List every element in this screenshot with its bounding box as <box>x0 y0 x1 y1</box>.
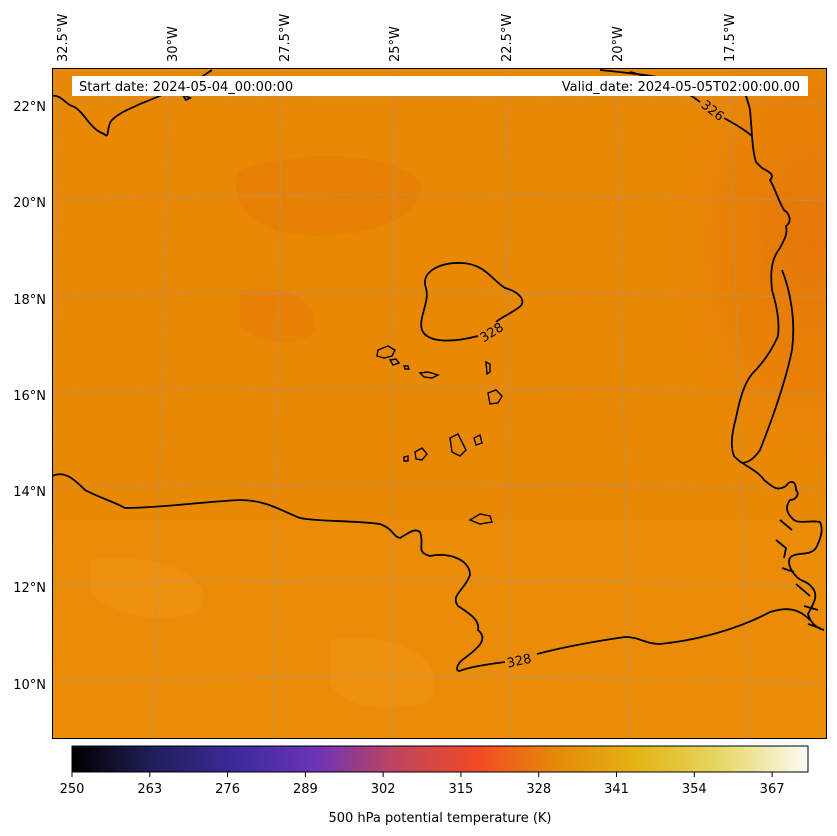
meridian-line <box>152 68 171 739</box>
lat-label: 20°N <box>13 196 46 211</box>
island-sao-vicente <box>388 358 401 366</box>
colorbar-tick-label: 276 <box>215 782 240 797</box>
valid-date-text: Valid_date: 2024-05-05T02:00:00.00 <box>562 80 800 95</box>
lon-label: 22.5°W <box>500 14 515 62</box>
colorbar-tick-label: 341 <box>604 782 629 797</box>
lat-label: 12°N <box>13 581 46 596</box>
longitude-labels: 32.5°W 30°W 27.5°W 25°W 22.5°W 20°W 17.5… <box>56 14 738 62</box>
field-cool-patch <box>328 638 435 709</box>
island-fogo <box>414 447 428 461</box>
lon-label: 30°W <box>166 26 181 62</box>
lat-label: 10°N <box>13 678 46 693</box>
lon-label: 27.5°W <box>278 14 293 62</box>
meridian-line <box>52 68 60 739</box>
lon-label: 20°W <box>611 26 626 62</box>
colorbar-tick-label: 263 <box>137 782 162 797</box>
field-east-warm <box>520 68 827 568</box>
colorbar-tick-label: 250 <box>60 782 85 797</box>
coastline-inland-border <box>739 269 795 464</box>
island-sal <box>485 360 491 376</box>
coastline-guinea <box>775 519 821 629</box>
map-panel: 326 328 328 Start date: 2024-05-04_00:00… <box>52 68 827 739</box>
parallel-line <box>52 483 827 491</box>
island-sao-nicolau <box>418 371 440 379</box>
lat-label: 16°N <box>13 389 46 404</box>
field-warm-patch <box>235 156 421 236</box>
island-small-east <box>468 513 493 525</box>
island-santa-luzia <box>403 365 410 370</box>
field-warm-patch <box>240 287 316 343</box>
map-frame <box>52 68 827 739</box>
colorbar-tick-label: 302 <box>371 782 396 797</box>
contour-328-south-line <box>52 473 811 672</box>
start-date-text: Start date: 2024-05-04_00:00:00 <box>79 80 293 95</box>
colorbar-tick-label: 367 <box>760 782 785 797</box>
lat-label: 18°N <box>13 293 46 308</box>
island-maio <box>473 433 483 446</box>
colorbar-tick-label: 328 <box>526 782 551 797</box>
islands <box>376 345 503 525</box>
parallel-line <box>52 579 827 587</box>
meridian-line <box>505 68 512 739</box>
colorbar-ticks: 250 263 276 289 302 315 328 341 354 367 <box>60 772 785 797</box>
lat-label: 22°N <box>13 100 46 115</box>
parallel-line <box>52 291 827 299</box>
island-santo-antao <box>376 345 396 359</box>
parallel-line <box>52 387 827 395</box>
colorbar: 250 263 276 289 302 315 328 341 354 367 500 hPa p… <box>60 745 809 826</box>
graticule <box>52 68 827 739</box>
island-santiago <box>449 433 467 457</box>
parallel-line <box>52 676 827 684</box>
lat-label: 14°N <box>13 485 46 500</box>
colorbar-tick-label: 289 <box>293 782 318 797</box>
island-brava <box>403 455 409 462</box>
contour-label-328-south: 328 <box>506 652 533 672</box>
meridian-line <box>391 68 395 739</box>
parallel-line <box>52 194 827 202</box>
lon-label: 32.5°W <box>56 14 71 62</box>
colorbar-label: 500 hPa potential temperature (K) <box>328 811 551 826</box>
colorbar-tick-label: 315 <box>449 782 474 797</box>
meridian-line <box>616 68 631 739</box>
latitude-labels: 22°N 20°N 18°N 16°N 14°N 12°N 10°N <box>13 100 46 693</box>
contour-328-north-loop <box>420 262 524 342</box>
lon-label: 25°W <box>388 26 403 62</box>
colorbar-tick-label: 354 <box>682 782 707 797</box>
date-info-box <box>72 76 808 96</box>
parallel-line <box>52 97 827 105</box>
field-cool-patch <box>90 558 204 619</box>
meridian-line <box>272 68 283 739</box>
lon-label: 17.5°W <box>723 14 738 62</box>
colorbar-gradient <box>71 745 809 773</box>
island-boa-vista <box>487 389 503 405</box>
